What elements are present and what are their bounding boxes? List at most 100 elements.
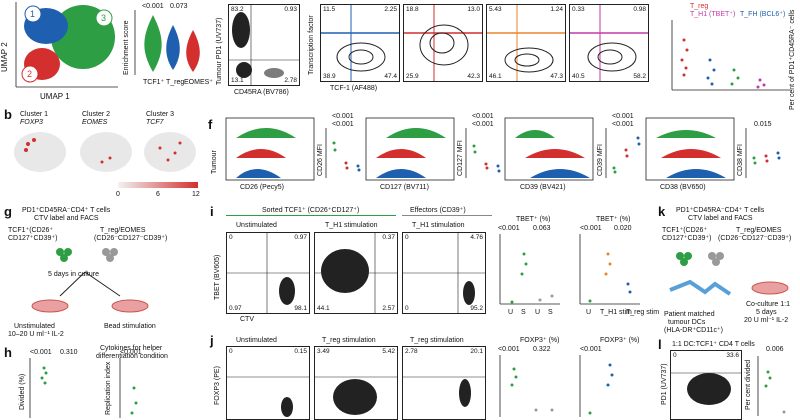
violin-plot [134, 10, 200, 75]
g-left-1: TCF1⁺(CD26⁺ [8, 227, 54, 234]
i-title-1: Unstimulated [236, 222, 277, 229]
g-unstim-2: 10–20 U ml⁻¹ IL-2 [8, 331, 64, 338]
tf-3-q3: 46.1 [489, 73, 502, 80]
i-x-label: CTV [240, 316, 254, 323]
j-sum1-plot [499, 355, 554, 417]
i3-q1: 0 [405, 234, 409, 241]
f-x-label-1: CD26 (Pecy5) [240, 184, 284, 191]
tf-2-q1: 18.8 [406, 6, 419, 13]
cluster-2-label: 2 [27, 69, 33, 79]
j-sum2-p1: <0.001 [580, 346, 602, 353]
tf-2-q3: 25.9 [406, 73, 419, 80]
i1-q4: 98.1 [294, 305, 307, 312]
i-sum2-p1: <0.001 [580, 225, 602, 232]
f-p-4a: 0.015 [754, 121, 772, 128]
i-sum2-x3: T_reg stim [626, 309, 660, 316]
panel-b-letter: b [4, 107, 12, 122]
tf-gate-plot-4: 0.33 0.98 40.5 58.2 [569, 4, 649, 82]
i-sum1-x2: S [521, 309, 526, 316]
tf-gate-plot-2: 18.8 13.0 25.9 42.3 [403, 4, 483, 82]
j-sum2-title: FOXP3⁺ (%) [600, 337, 640, 344]
legend-th1: T_H1 (TBET⁺) [690, 11, 736, 18]
tf-x-label: TCF-1 (AF488) [330, 85, 378, 92]
panel-h-letter: h [4, 345, 12, 360]
j1-q2: 0.15 [294, 348, 307, 355]
j-sum1-title: FOXP3⁺ (%) [520, 337, 560, 344]
i2-q1: 52.9 [317, 234, 330, 241]
i-sum2-x2: T_H1 stim [600, 309, 632, 316]
f-y-label-4: CD38 MFI [737, 144, 744, 176]
tf-1-q1: 11.5 [323, 6, 336, 13]
i1-q1: 0 [229, 234, 233, 241]
violin-cat-1: TCF1⁺ [143, 79, 165, 86]
panel-j-letter: j [210, 333, 214, 348]
i1-q3: 0.97 [229, 305, 242, 312]
i-header-right: Effectors (CD39⁺) [410, 207, 466, 214]
i2-q4: 2.57 [382, 305, 395, 312]
g-left-2: CD127⁺CD39⁺) [8, 235, 58, 242]
i3-q4: 95.2 [470, 305, 483, 312]
flow-pd1-q4: 2.78 [284, 77, 297, 84]
color-scale [118, 182, 198, 188]
flow-pd1-y-label: Tumour PD1 (UV737) [216, 17, 223, 85]
g-cyto-1: Cytokines for helper [100, 345, 163, 352]
i2-q3: 44.1 [317, 305, 330, 312]
i-sum1-title: TBET⁺ (%) [516, 216, 551, 223]
tf-1-q3: 38.9 [323, 73, 336, 80]
f-p-1a: <0.001 [332, 113, 354, 120]
i-sum2-title: TBET⁺ (%) [596, 216, 631, 223]
k-co-3: 20 U ml⁻¹ IL-2 [744, 317, 789, 324]
violin-p1: <0.001 [142, 3, 164, 10]
b-cluster-2: Cluster 2 [82, 111, 111, 118]
tf-4-q1: 0.33 [572, 6, 585, 13]
l-plot: 0 33.6 [670, 350, 742, 420]
f-p-1b: <0.001 [332, 121, 354, 128]
b-gene-2: EOMES [82, 119, 108, 126]
b-cluster-1: Cluster 1 [20, 111, 49, 118]
f-mfi-plots [325, 128, 781, 178]
g-unstim-1: Unstimulated [14, 323, 55, 330]
f-histograms-3 [504, 117, 594, 181]
cluster-1-label: 1 [30, 9, 36, 19]
f-x-label-4: CD38 (BV650) [660, 184, 706, 191]
k-line-2: CTV label and FACS [688, 215, 753, 222]
h-plots [29, 358, 138, 418]
l-q1: 0 [673, 352, 677, 359]
j-sum1-p2: 0.322 [533, 346, 551, 353]
k-right-2: (CD26⁻CD127⁻CD39⁺) [718, 235, 792, 242]
i-sum1-p1: <0.001 [498, 225, 520, 232]
k-co-1: Co-culture 1:1 [746, 301, 790, 308]
panel-i-letter: i [210, 204, 214, 219]
i-header-left: Sorted TCF1⁺ (CD26⁺CD127⁺) [262, 207, 360, 214]
f-x-label-3: CD39 (BV421) [520, 184, 566, 191]
j-plot-3: 2.78 20.1 [402, 346, 486, 420]
percent-y-label: Per cent of PD1⁺CD45RA⁻ cells [789, 9, 796, 110]
b-gene-1: FOXP3 [20, 119, 43, 126]
f-histograms-2 [365, 117, 455, 181]
percent-plot [671, 20, 790, 91]
umap-x-label: UMAP 1 [40, 92, 70, 101]
i3-q3: 0 [405, 305, 409, 312]
l-q2: 33.6 [726, 352, 739, 359]
feature-maps [14, 132, 196, 172]
flow-pd1-plot: 83.2 0.93 13.1 2.78 [228, 4, 300, 86]
k-right-1: T_reg/EOMES [736, 227, 782, 234]
i-sum1-p2: 0.063 [533, 225, 551, 232]
g-diagram [31, 248, 149, 313]
j-sum2-plot [579, 355, 614, 417]
l-y-label: PD1 (UV737) [661, 363, 668, 405]
tf-3-q2: 1.24 [550, 6, 563, 13]
h-p3: <0.001 [120, 349, 142, 356]
k-left-1: TCF1⁺(CD26⁺ [662, 227, 708, 234]
k-dc-3: (HLA-DR⁺CD11c⁺) [664, 327, 723, 334]
i-title-2: T_H1 stimulation [325, 222, 378, 229]
violin-p2: 0.073 [170, 3, 188, 10]
h-y2: Replication index [105, 361, 112, 415]
i-sum1-x3: U [535, 309, 541, 316]
tf-4-q2: 0.98 [633, 6, 646, 13]
tf-1-q2: 2.25 [384, 6, 397, 13]
g-right-1: T_reg/EOMES [100, 227, 146, 234]
f-y-label-2: CD127 MFI [457, 140, 464, 176]
flow-pd1-q2: 0.93 [284, 6, 297, 13]
b-gene-3: TCF7 [146, 119, 164, 126]
